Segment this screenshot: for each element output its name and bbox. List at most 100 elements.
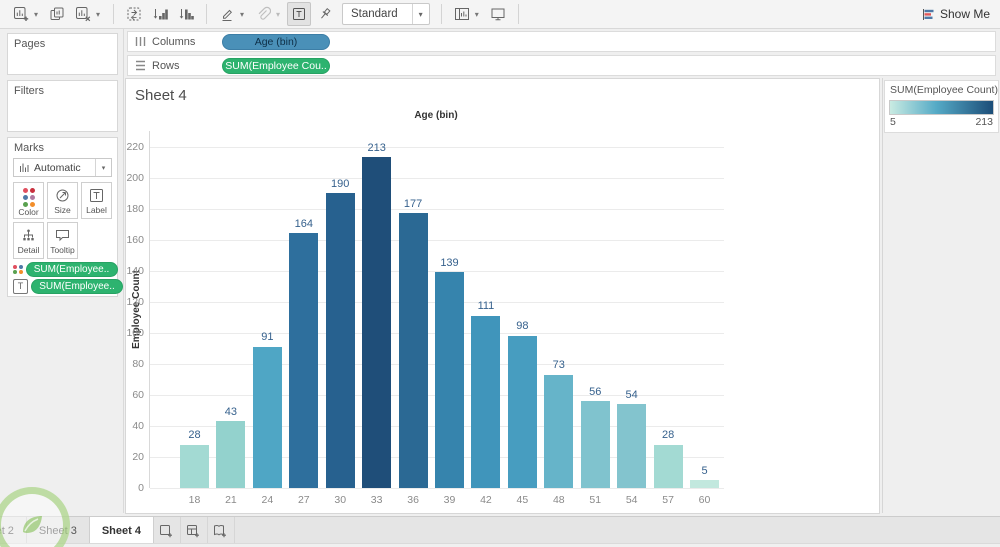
new-story-icon [214, 524, 227, 537]
legend-gradient-bar[interactable] [889, 100, 994, 115]
marks-pill-label[interactable]: SUM(Employee.. [31, 279, 123, 294]
sort-descending-button[interactable] [174, 2, 198, 26]
bar-age-42[interactable] [471, 315, 501, 488]
gridline [150, 208, 724, 210]
bar-age-45[interactable] [507, 335, 537, 488]
bar-value-label: 5 [701, 464, 708, 477]
bar-age-30[interactable] [325, 193, 355, 488]
color-dots-icon [13, 264, 23, 275]
fit-selector[interactable]: Standard ▾ [342, 3, 430, 25]
gridline [150, 488, 724, 489]
tooltip-button[interactable]: Tooltip [47, 222, 78, 259]
show-hide-cards-dropdown[interactable]: ▾ [474, 9, 479, 19]
y-tick-label: 60 [132, 388, 144, 401]
group-members-button[interactable] [251, 2, 275, 26]
new-worksheet-tab-button[interactable] [154, 517, 181, 544]
swap-rows-columns-button[interactable] [122, 2, 146, 26]
columns-shelf[interactable]: Columns Age (bin) [127, 31, 996, 52]
show-hide-cards-icon [454, 8, 469, 20]
status-bar [0, 543, 1000, 547]
x-axis-title[interactable]: Age (bin) [414, 110, 458, 121]
marks-pill-label[interactable]: SUM(Employee.. [25, 262, 118, 277]
bar-value-label: 139 [440, 256, 459, 269]
presentation-mode-icon [491, 8, 505, 21]
detail-button-label: Detail [17, 245, 40, 255]
y-tick-label: 160 [126, 233, 144, 246]
x-tick-label: 45 [516, 494, 529, 506]
filters-shelf[interactable]: Filters [7, 80, 118, 132]
y-tick-label: 140 [126, 264, 144, 277]
bar-age-39[interactable] [435, 272, 464, 488]
detail-button[interactable]: Detail [13, 222, 44, 259]
show-me-button[interactable]: Show Me [922, 0, 990, 28]
pages-label: Pages [14, 38, 46, 50]
y-tick-label: 40 [132, 419, 144, 432]
duplicate-sheet-button[interactable] [45, 2, 69, 26]
label-icon [90, 189, 103, 202]
new-dashboard-icon [187, 524, 200, 537]
columns-icon [135, 36, 146, 47]
bar-age-18[interactable] [180, 444, 209, 488]
marks-pill-label-shelf[interactable]: T SUM(Employee.. [13, 279, 123, 294]
bar-age-54[interactable] [617, 404, 647, 488]
bar-age-27[interactable] [289, 233, 319, 488]
legend-title: SUM(Employee Count) [890, 84, 998, 96]
x-tick-label: 27 [297, 494, 310, 506]
swap-rows-and-columns-icon [127, 7, 141, 21]
bar-age-57[interactable] [653, 444, 683, 488]
sort-ascending-button[interactable] [148, 2, 172, 26]
show-me-icon [922, 8, 934, 20]
y-tick-label: 120 [126, 295, 144, 308]
pages-shelf[interactable]: Pages [7, 33, 118, 75]
fix-axes-button[interactable] [313, 2, 337, 26]
bar-value-label: 177 [403, 197, 423, 210]
show-hide-cards-button[interactable] [450, 2, 474, 26]
label-button[interactable]: Label [81, 182, 112, 219]
clear-sheet-button[interactable] [71, 2, 95, 26]
x-tick-label: 18 [188, 494, 201, 506]
fit-selector-caret-icon[interactable]: ▾ [411, 4, 429, 24]
highlight-dropdown[interactable]: ▾ [240, 9, 245, 19]
highlight-button[interactable] [215, 2, 239, 26]
show-mark-labels-button[interactable] [287, 2, 311, 26]
size-button-label: Size [54, 205, 71, 215]
plot-pane: 0 20 40 60 80 100 120 140 160 180 200 220 28 18 43 21 91… [126, 131, 724, 506]
bar-age-60[interactable] [690, 480, 720, 488]
legend-panel-divider [882, 78, 883, 513]
bar-age-24[interactable] [252, 346, 282, 488]
group-members-dropdown[interactable]: ▾ [276, 9, 281, 19]
color-legend-card[interactable]: SUM(Employee Count) 5 213 [884, 80, 999, 133]
sort-descending-icon [179, 9, 194, 20]
size-button[interactable]: Size [47, 182, 78, 219]
new-worksheet-dropdown[interactable]: ▾ [34, 9, 39, 19]
legend-max-value: 213 [975, 116, 993, 128]
mark-type-caret-icon[interactable]: ▾ [95, 159, 111, 176]
color-button[interactable]: Color [13, 182, 44, 219]
clear-sheet-dropdown[interactable]: ▾ [96, 9, 101, 19]
bar-age-36[interactable] [398, 213, 428, 488]
y-tick-label: 200 [126, 171, 144, 184]
pill-sum-employee-count[interactable]: SUM(Employee Cou.. [222, 57, 330, 74]
new-dashboard-button[interactable] [181, 517, 208, 544]
bar-age-33[interactable] [362, 157, 392, 488]
presentation-mode-button[interactable] [486, 2, 510, 26]
gridline [150, 239, 724, 241]
new-worksheet-button[interactable] [9, 2, 33, 26]
y-tick-label: 80 [132, 357, 144, 370]
tab-sheet-4[interactable]: Sheet 4 [89, 517, 154, 544]
bar-age-48[interactable] [544, 374, 574, 488]
mark-type-dropdown[interactable]: Automatic ▾ [13, 158, 112, 177]
bar-age-21[interactable] [216, 421, 246, 488]
color-button-label: Color [18, 207, 39, 217]
y-axis-title[interactable]: Employee Count [131, 270, 142, 349]
legend-min-value: 5 [890, 116, 896, 128]
rows-shelf[interactable]: Rows SUM(Employee Cou.. [127, 55, 996, 76]
show-me-label: Show Me [939, 7, 990, 21]
duplicate-sheet-icon [50, 7, 64, 20]
new-story-button[interactable] [208, 517, 235, 544]
marks-pill-color[interactable]: SUM(Employee.. [13, 262, 118, 277]
x-tick-label: 33 [370, 494, 383, 506]
pill-age-bin[interactable]: Age (bin) [222, 33, 330, 50]
bar-age-51[interactable] [580, 401, 610, 488]
